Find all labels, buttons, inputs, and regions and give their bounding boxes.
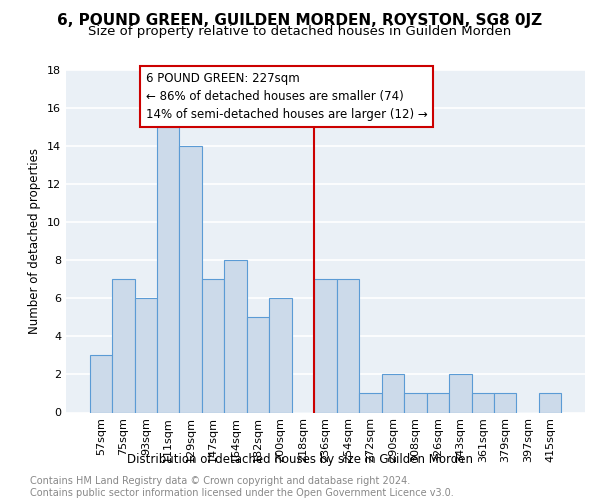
Bar [247, 318, 269, 412]
Bar [202, 280, 224, 412]
Bar [449, 374, 472, 412]
Bar [404, 394, 427, 412]
Bar [179, 146, 202, 412]
Bar [314, 280, 337, 412]
Bar [539, 394, 562, 412]
Bar [472, 394, 494, 412]
Text: Contains HM Land Registry data © Crown copyright and database right 2024.
Contai: Contains HM Land Registry data © Crown c… [30, 476, 454, 498]
Bar [359, 394, 382, 412]
Bar [224, 260, 247, 412]
Bar [157, 127, 179, 412]
Bar [269, 298, 292, 412]
Text: 6, POUND GREEN, GUILDEN MORDEN, ROYSTON, SG8 0JZ: 6, POUND GREEN, GUILDEN MORDEN, ROYSTON,… [58, 12, 542, 28]
Text: Size of property relative to detached houses in Guilden Morden: Size of property relative to detached ho… [88, 25, 512, 38]
Bar [494, 394, 517, 412]
Bar [337, 280, 359, 412]
Bar [134, 298, 157, 412]
Y-axis label: Number of detached properties: Number of detached properties [28, 148, 41, 334]
Bar [112, 280, 134, 412]
Text: Distribution of detached houses by size in Guilden Morden: Distribution of detached houses by size … [127, 452, 473, 466]
Bar [427, 394, 449, 412]
Text: 6 POUND GREEN: 227sqm
← 86% of detached houses are smaller (74)
14% of semi-deta: 6 POUND GREEN: 227sqm ← 86% of detached … [146, 72, 428, 121]
Bar [382, 374, 404, 412]
Bar [89, 356, 112, 412]
